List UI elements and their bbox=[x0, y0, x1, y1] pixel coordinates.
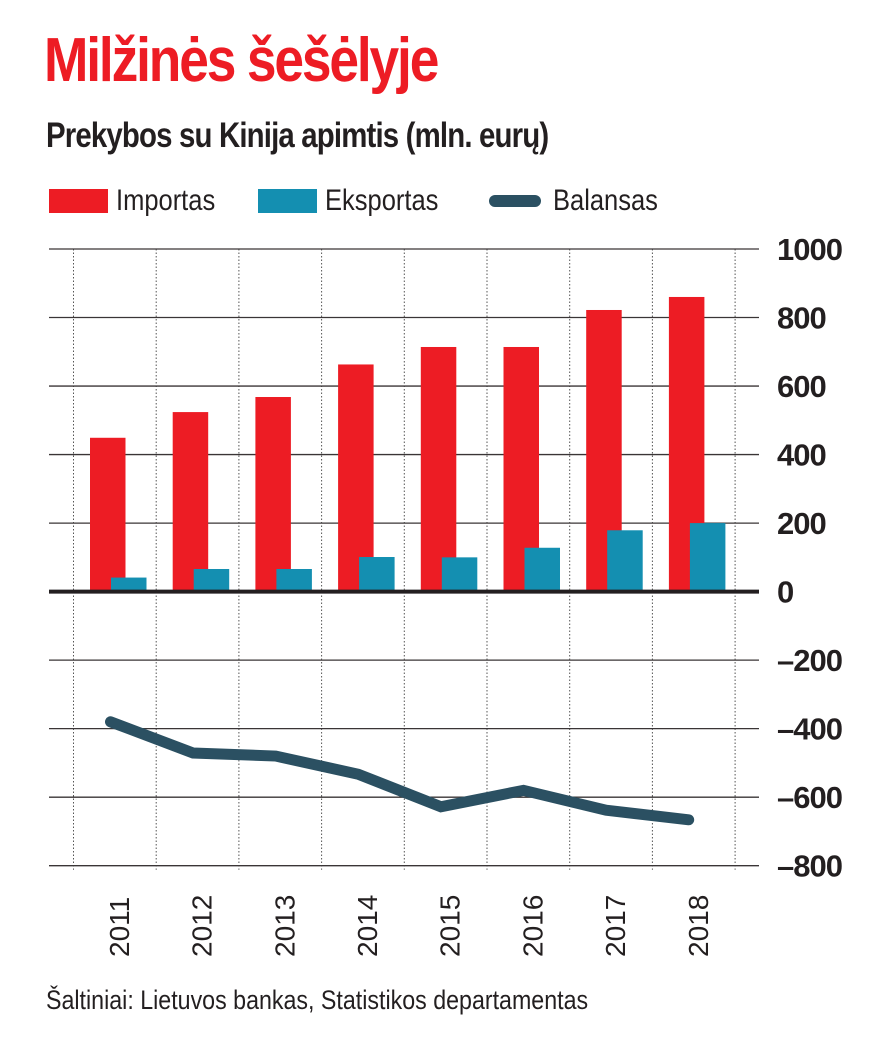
legend-item-eksportas: Eksportas bbox=[258, 184, 463, 218]
bar-eksportas bbox=[524, 547, 560, 592]
bar-importas bbox=[172, 412, 209, 592]
legend-item-importas: Importas bbox=[49, 184, 236, 218]
y-tick-label: 800 bbox=[777, 301, 826, 336]
legend-label-importas: Importas bbox=[116, 184, 216, 217]
y-tick-labels: 1000 800 600 400 200 0 –200 –400 –600 –800 bbox=[777, 232, 843, 884]
x-tick-label: 2012 bbox=[187, 895, 218, 957]
legend-label-balansas: Balansas bbox=[553, 184, 658, 217]
y-tick-label: 600 bbox=[777, 369, 826, 404]
bar-eksportas bbox=[359, 557, 395, 592]
x-tick-label: 2017 bbox=[600, 895, 631, 957]
balance-line-group bbox=[105, 716, 695, 826]
x-tick-label: 2013 bbox=[269, 895, 300, 957]
chart-title: Milžinės šešėlyje bbox=[44, 26, 439, 95]
legend-label-eksportas: Eksportas bbox=[325, 184, 439, 217]
chart-subtitle: Prekybos su Kinija apimtis (mln. eurų) bbox=[46, 116, 549, 155]
legend-swatch-balansas bbox=[489, 195, 541, 207]
x-tick-label: 2016 bbox=[517, 895, 548, 957]
y-tick-label: 400 bbox=[777, 438, 826, 473]
x-tick-labels: 2011 2012 2013 2014 2015 2016 2017 2018 bbox=[104, 895, 714, 957]
bar-eksportas bbox=[689, 523, 726, 592]
x-tick-label: 2018 bbox=[683, 895, 714, 957]
bars bbox=[90, 296, 726, 592]
bar-importas bbox=[420, 346, 457, 592]
source-note: Šaltiniai: Lietuvos bankas, Statistikos … bbox=[46, 985, 589, 1015]
legend-item-balansas: Balansas bbox=[485, 184, 676, 218]
y-tick-label: –800 bbox=[777, 849, 842, 884]
y-tick-label: 200 bbox=[777, 506, 826, 541]
y-tick-label: –600 bbox=[777, 780, 842, 815]
x-tick-label: 2011 bbox=[104, 897, 135, 957]
bar-eksportas bbox=[193, 568, 230, 592]
bar-eksportas bbox=[441, 557, 478, 592]
y-tick-label: 1000 bbox=[777, 232, 842, 267]
bar-eksportas bbox=[607, 530, 643, 592]
bar-eksportas bbox=[276, 568, 312, 592]
legend-swatch-eksportas bbox=[258, 189, 317, 213]
legend: Importas Eksportas Balansas bbox=[49, 184, 698, 218]
y-tick-label: 0 bbox=[777, 575, 793, 610]
bar-importas bbox=[255, 397, 291, 592]
bar-importas bbox=[90, 437, 126, 592]
x-tick-label: 2014 bbox=[352, 895, 383, 957]
legend-swatch-importas bbox=[49, 189, 108, 213]
bar-eksportas bbox=[111, 577, 147, 592]
y-tick-label: –400 bbox=[777, 712, 842, 747]
balance-line bbox=[105, 716, 695, 826]
y-tick-label: –200 bbox=[777, 643, 842, 678]
bar-importas bbox=[338, 364, 374, 592]
x-tick-label: 2015 bbox=[435, 895, 466, 957]
